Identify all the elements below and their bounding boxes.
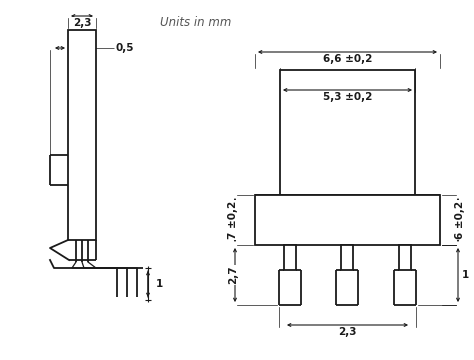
- Text: 5,3 ±0,2: 5,3 ±0,2: [323, 92, 372, 102]
- Text: 1: 1: [156, 279, 163, 289]
- Text: 1: 1: [462, 270, 469, 280]
- Bar: [280, 70, 415, 195]
- Text: 2,7: 2,7: [228, 266, 238, 284]
- Text: 7 ±0,2: 7 ±0,2: [228, 201, 238, 239]
- Bar: [399, 245, 411, 270]
- Bar: [255, 195, 440, 245]
- Text: Units in mm: Units in mm: [160, 15, 231, 28]
- Text: 2,3: 2,3: [338, 327, 357, 337]
- Text: 6,6 ±0,2: 6,6 ±0,2: [323, 54, 372, 64]
- Bar: [341, 245, 353, 270]
- Text: 6 ±0,2: 6 ±0,2: [455, 201, 465, 239]
- Text: 2,3: 2,3: [73, 18, 91, 28]
- Bar: [68, 30, 96, 240]
- Text: 0,5: 0,5: [116, 43, 135, 53]
- Bar: [284, 245, 296, 270]
